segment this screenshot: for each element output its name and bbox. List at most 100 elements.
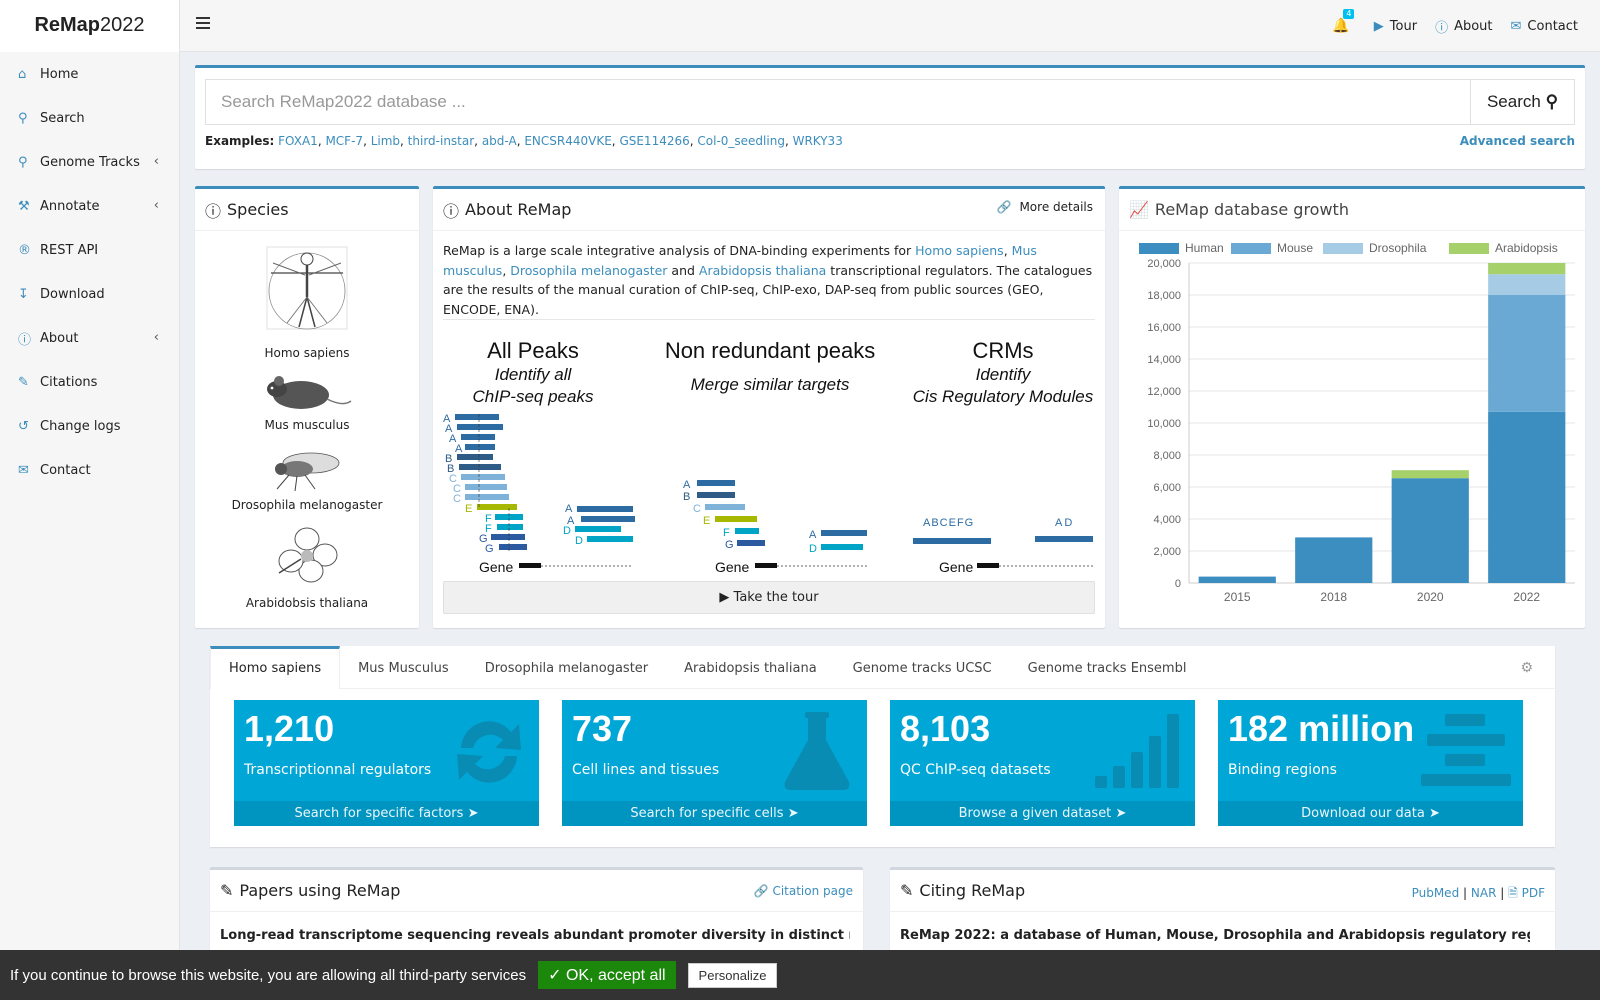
species-arabidopsis[interactable]: Arabidobsis thaliana	[195, 527, 419, 610]
species-human[interactable]: Homo sapiens	[195, 245, 419, 360]
flask-icon	[784, 712, 850, 790]
advanced-search-link[interactable]: Advanced search	[1459, 134, 1575, 148]
pubmed-link[interactable]: PubMed	[1411, 886, 1460, 900]
search-input[interactable]	[206, 80, 1470, 124]
pdf-link[interactable]: 🗎 PDF	[1508, 886, 1545, 900]
gear-icon[interactable]: ⚙	[1520, 660, 1533, 676]
panel1-subtitle-1: Identify all	[495, 365, 573, 384]
sidebar-item-label: Genome Tracks	[40, 154, 140, 170]
species-mouse[interactable]: Mus musculus	[195, 373, 419, 432]
svg-text:G: G	[485, 543, 494, 555]
stat-label: QC ChIP-seq datasets	[900, 762, 1051, 778]
tab-homo-sapiens[interactable]: Homo sapiens	[210, 646, 341, 689]
example-link[interactable]: GSE114266	[619, 134, 690, 148]
example-link[interactable]: Limb	[370, 134, 401, 148]
example-link[interactable]: third-instar	[407, 134, 475, 148]
sidebar-item-annotate[interactable]: ⚒ Annotate ‹	[0, 184, 179, 228]
y-tick-label: 20,000	[1147, 258, 1181, 270]
stat-value: 8,103	[900, 708, 991, 749]
about-text-part: transcriptional regulators. The catalogu…	[443, 262, 1093, 317]
logo[interactable]: ReMap2022	[0, 0, 180, 52]
bar-human-2020	[1391, 478, 1469, 583]
browse-dataset-link[interactable]: Browse a given dataset ➤	[890, 801, 1195, 826]
svg-text:C: C	[449, 473, 457, 485]
arrow-circle-right-icon: ➤	[1115, 806, 1127, 821]
cookie-text: If you continue to browse this website, …	[10, 966, 527, 984]
y-tick-label: 16,000	[1147, 322, 1181, 334]
bar-human-2015	[1198, 576, 1276, 583]
sidebar-item-change-logs[interactable]: ↺ Change logs	[0, 404, 179, 448]
personalize-button[interactable]: Personalize	[687, 962, 778, 988]
example-link[interactable]: abd-A	[481, 134, 517, 148]
accept-all-button[interactable]: ✓ OK, accept all	[538, 961, 676, 989]
svg-text:B: B	[445, 453, 452, 465]
about-link[interactable]: ⓘ About	[1435, 17, 1492, 36]
menu-toggle-icon[interactable]	[196, 17, 210, 29]
download-data-link[interactable]: Download our data ➤	[1218, 801, 1523, 826]
example-link[interactable]: MCF-7	[325, 134, 364, 148]
svg-text:A: A	[567, 515, 575, 527]
tab-ensembl[interactable]: Genome tracks Ensembl	[1027, 661, 1187, 676]
legend-label: Drosophila	[1369, 241, 1427, 255]
map-marker-icon: ⚲	[18, 154, 28, 170]
more-details-button[interactable]: 🔗 More details	[997, 200, 1093, 214]
legend-swatch	[1231, 243, 1271, 254]
citation-title[interactable]: ReMap 2022: a database of Human, Mouse, …	[900, 928, 1530, 943]
logo-year: 2022	[100, 14, 145, 36]
chevron-left-icon: ‹	[153, 198, 159, 213]
example-link[interactable]: WRKY33	[792, 134, 843, 148]
y-tick-label: 12,000	[1147, 386, 1181, 398]
sidebar-item-rest-api[interactable]: ® REST API	[0, 228, 179, 272]
edit-icon: ✎	[900, 881, 914, 900]
sidebar-item-contact[interactable]: ✉ Contact	[0, 448, 179, 492]
nar-link[interactable]: NAR	[1470, 886, 1497, 900]
tab-arabidopsis[interactable]: Arabidopsis thaliana	[684, 661, 817, 676]
mouse-icon	[267, 376, 352, 409]
tab-mus-musculus[interactable]: Mus Musculus	[358, 661, 449, 676]
tour-label: Tour	[1389, 18, 1418, 34]
paper-title[interactable]: Long-read transcriptome sequencing revea…	[220, 928, 850, 943]
sidebar-item-citations[interactable]: ✎ Citations	[0, 360, 179, 404]
drosophila-link[interactable]: Drosophila melanogaster	[510, 262, 668, 278]
bar-human-2022	[1488, 411, 1566, 583]
example-link[interactable]: ENCSR440VKE	[524, 134, 612, 148]
species-header: ⓘ Species	[195, 189, 419, 231]
link-icon: 🔗	[753, 884, 769, 898]
example-link[interactable]: Col-0_seedling	[697, 134, 785, 148]
svg-text:G: G	[479, 533, 488, 545]
stat-value: 182 million	[1228, 708, 1415, 749]
stat-label: Cell lines and tissues	[572, 762, 720, 778]
search-icon: ⚲	[18, 110, 28, 126]
citation-page-link[interactable]: 🔗 Citation page	[754, 884, 853, 898]
link-icon: 🔗	[996, 200, 1012, 214]
tour-link[interactable]: ▶ Tour	[1374, 19, 1417, 34]
search-button-label: Search	[1486, 92, 1541, 111]
species-label: Arabidobsis thaliana	[245, 596, 369, 610]
sidebar-item-search[interactable]: ⚲ Search	[0, 96, 179, 140]
take-tour-button[interactable]: ▶ Take the tour	[443, 581, 1095, 614]
sidebar-item-download[interactable]: ↧ Download	[0, 272, 179, 316]
tab-drosophila[interactable]: Drosophila melanogaster	[484, 661, 649, 676]
contact-link[interactable]: ✉ Contact	[1511, 19, 1578, 34]
sidebar-item-home[interactable]: ⌂ Home	[0, 52, 179, 96]
history-icon: ↺	[18, 418, 29, 434]
info-icon: ⓘ	[1435, 20, 1449, 36]
sidebar-item-genome-tracks[interactable]: ⚲ Genome Tracks ‹	[0, 140, 179, 184]
tab-ucsc[interactable]: Genome tracks UCSC	[852, 661, 992, 676]
sidebar-item-about[interactable]: ⓘ About ‹	[0, 316, 179, 360]
bar-arabidopsis-2022	[1488, 263, 1566, 275]
about-text-part: ReMap is a large scale integrative analy…	[443, 243, 916, 258]
search-button[interactable]: Search ⚲	[1470, 80, 1574, 124]
x-tick-label: 2018	[1320, 590, 1347, 604]
species-drosophila[interactable]: Drosophila melanogaster	[195, 445, 419, 512]
example-link[interactable]: FOXA1	[278, 134, 318, 148]
search-box: Search ⚲ Examples: FOXA1, MCF-7, Limb, t…	[195, 65, 1585, 169]
info-circle-icon: ⓘ	[443, 201, 460, 221]
mus-musculus-link[interactable]: Mus musculus	[443, 243, 1037, 278]
panel1-title: All Peaks	[487, 338, 579, 363]
arabidopsis-link[interactable]: Arabidopsis thaliana	[698, 262, 827, 278]
search-factors-link[interactable]: Search for specific factors ➤	[234, 801, 539, 826]
notifications-button[interactable]: 🔔 4	[1332, 9, 1355, 34]
homo-sapiens-link[interactable]: Homo sapiens	[915, 243, 1004, 258]
search-cells-link[interactable]: Search for specific cells ➤	[562, 801, 867, 826]
